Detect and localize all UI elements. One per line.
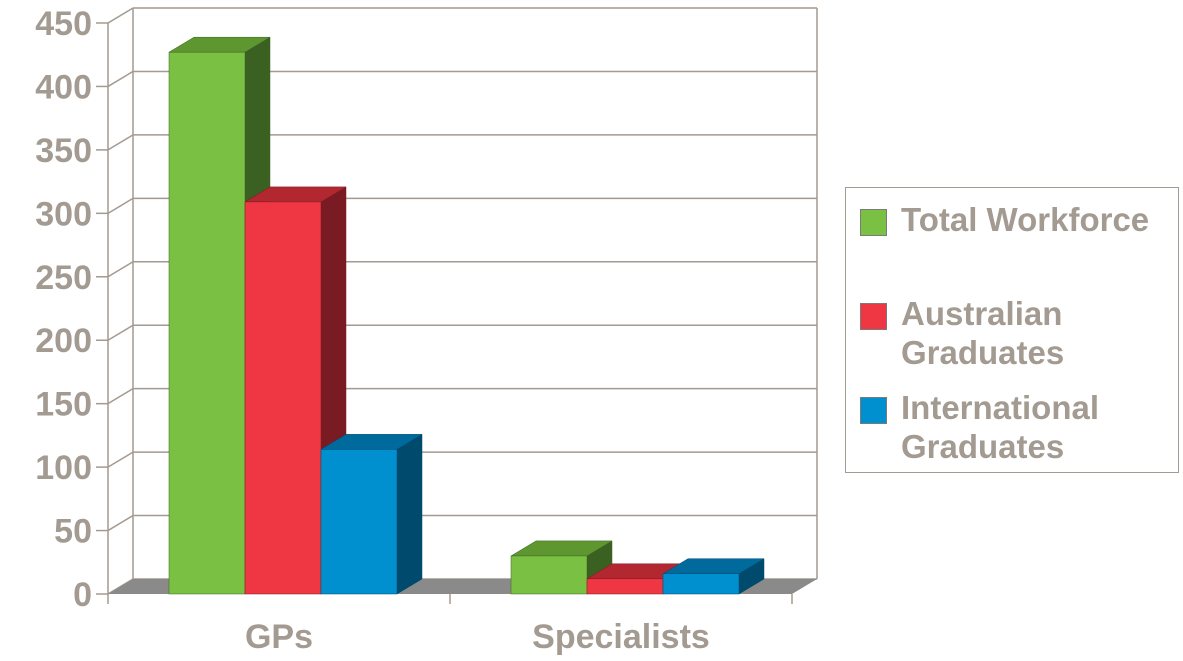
- bar-gps-australian-graduates: [244, 201, 322, 595]
- gridline-side-50: [107, 514, 134, 532]
- y-tick-label-50: 50: [54, 513, 92, 551]
- gridline-side-450: [107, 7, 134, 24]
- gridline-side-150: [107, 388, 134, 405]
- gridline-side-350: [107, 134, 134, 151]
- y-tick-label-450: 450: [35, 5, 92, 43]
- y-tick-label-400: 400: [35, 68, 92, 106]
- bar-specialists-international-graduates: [662, 573, 740, 595]
- legend-label-international-graduates: International Graduates: [901, 389, 1100, 465]
- x-tick-label-gps: GPs: [245, 618, 313, 656]
- bar-gps-total-workforce: [168, 51, 246, 595]
- legend-swatch-total-workforce: [860, 209, 887, 236]
- chart-legend: Total Workforce Australian Graduates Int…: [845, 187, 1179, 473]
- y-tick-label-150: 150: [35, 386, 92, 424]
- legend-label-australian-graduates: Australian Graduates: [901, 295, 1065, 371]
- gridline-side-100: [107, 451, 134, 468]
- bar-side-gps-international-graduates: [396, 433, 423, 595]
- x-tick-label-specialists: Specialists: [532, 618, 710, 656]
- gridline-side-400: [107, 70, 134, 88]
- y-tick-label-300: 300: [35, 195, 92, 233]
- y-tick-label-200: 200: [35, 322, 92, 360]
- y-tick-label-100: 100: [35, 449, 92, 487]
- y-tick-label-250: 250: [35, 259, 92, 297]
- y-tick-label-0: 0: [73, 576, 92, 614]
- gridline-side-300: [107, 197, 134, 214]
- gridline-side-200: [107, 324, 134, 341]
- legend-swatch-australian-graduates: [860, 303, 887, 330]
- gridline-side-250: [107, 261, 134, 278]
- bar-gps-international-graduates: [320, 449, 398, 595]
- legend-label-total-workforce: Total Workforce: [901, 201, 1150, 238]
- y-tick-label-350: 350: [35, 132, 92, 170]
- bar-specialists-total-workforce: [510, 555, 588, 595]
- legend-swatch-international-graduates: [860, 397, 887, 424]
- bar-specialists-australian-graduates: [586, 578, 664, 595]
